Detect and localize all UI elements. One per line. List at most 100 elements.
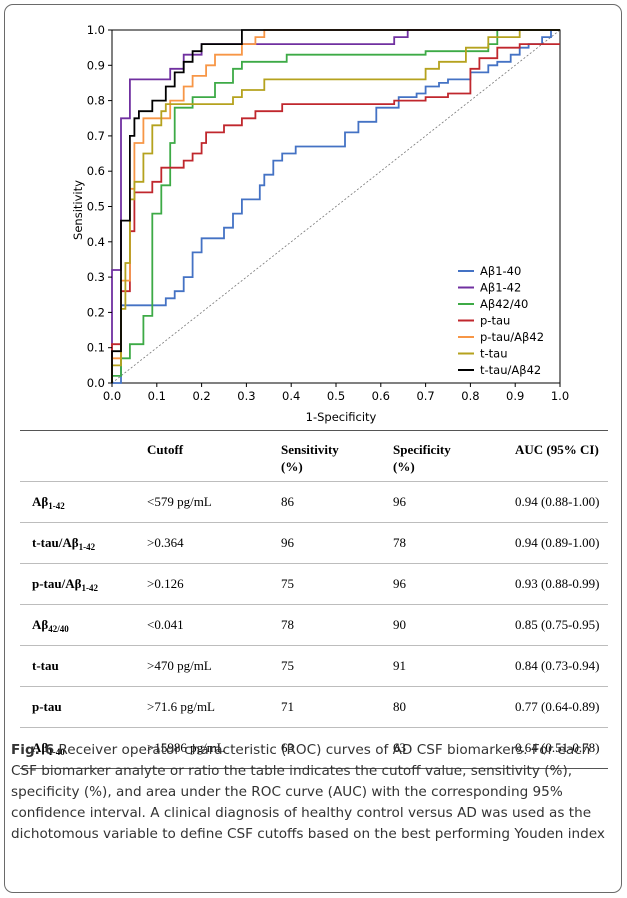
x-axis-label: 1-Specificity	[306, 410, 377, 424]
y-tick-label: 0.3	[87, 270, 105, 284]
cell-cutoff: >470 pg/mL	[147, 645, 281, 687]
table-row: p-tau >71.6 pg/mL 71 80 0.77 (0.64-0.89)	[20, 686, 608, 728]
legend-label-0: Aβ1-40	[480, 264, 521, 278]
legend-label-3: p-tau	[480, 314, 510, 328]
reference-diagonal	[111, 29, 561, 384]
biomarker-subscript: 1-40	[48, 746, 65, 757]
biomarker-subscript: 1-42	[78, 541, 96, 552]
cell-specificity: 78	[393, 522, 515, 564]
x-tick-label: 0.4	[282, 389, 300, 403]
cell-cutoff: >71.6 pg/mL	[147, 686, 281, 728]
cell-cutoff: >0.126	[147, 563, 281, 605]
cell-sensitivity: 71	[281, 686, 393, 728]
cell-auc: 0.93 (0.88-0.99)	[515, 563, 608, 605]
biomarker-label: Aβ	[32, 493, 49, 509]
cell-sensitivity: 78	[281, 604, 393, 646]
y-tick-label: 0.4	[87, 235, 105, 249]
biomarker-subscript: 42/40	[48, 623, 69, 634]
legend: Aβ1-40 Aβ1-42 Aβ42/40 p-tau p-tau/Aβ42 t-tau t…	[458, 264, 544, 377]
table-row: Aβ42/40 <0.041 78 90 0.85 (0.75-0.95)	[20, 604, 608, 646]
figure-frame	[4, 4, 622, 893]
x-tick-label: 0.1	[148, 389, 166, 403]
cell-specificity: 96	[393, 481, 515, 523]
biomarker-name: Aβ1-40	[20, 727, 147, 769]
biomarker-label: t-tau/Aβ	[32, 534, 79, 550]
header-line-1: Sensitivity	[281, 442, 339, 457]
x-tick-label: 1.0	[551, 389, 569, 403]
cell-specificity: 91	[393, 645, 515, 687]
header-line-2: (%)	[393, 459, 415, 474]
cell-sensitivity: 96	[281, 522, 393, 564]
cell-specificity: 63	[393, 727, 515, 769]
x-tick-label: 0.5	[327, 389, 345, 403]
caption-text: Receiver operator characteristic (ROC) c…	[11, 742, 605, 842]
series-line-6	[111, 29, 560, 383]
table-row: p-tau/Aβ1-42 >0.126 75 96 0.93 (0.88-0.99)	[20, 563, 608, 605]
cell-auc: 0.84 (0.73-0.94)	[515, 645, 608, 687]
biomarker-subscript: 1-42	[48, 500, 65, 511]
cell-cutoff: >15986 pg/mL	[147, 727, 281, 769]
cell-auc: 0.94 (0.89-1.00)	[515, 522, 608, 564]
column-header-2: Sensitivity (%)	[281, 431, 393, 482]
x-tick-label: 0.8	[461, 389, 479, 403]
cell-sensitivity: 86	[281, 481, 393, 523]
cell-cutoff: <0.041	[147, 604, 281, 646]
biomarker-name: t-tau	[20, 645, 147, 687]
y-tick-label: 0.7	[87, 129, 105, 143]
table-row: Aβ1-42 <579 pg/mL 86 96 0.94 (0.88-1.00)	[20, 481, 608, 523]
y-tick-label: 1.0	[87, 23, 105, 37]
biomarker-name: p-tau	[20, 686, 147, 728]
column-header-1: Cutoff	[147, 442, 184, 457]
y-tick-label: 0.1	[87, 341, 105, 355]
biomarker-label: Aβ	[32, 739, 49, 755]
plot-area	[111, 29, 561, 384]
header-line-2: (%)	[281, 459, 303, 474]
x-tick-label: 0.6	[372, 389, 390, 403]
x-tick-label: 0.0	[103, 389, 121, 403]
x-tick-label: 0.9	[506, 389, 524, 403]
legend-label-2: Aβ42/40	[480, 297, 528, 311]
series-line-0	[112, 29, 560, 384]
roc-chart: 0.0 0.1 0.2 0.3 0.4 0.5 0.6 0.7 0.8 0.9 1.0 0.0 0.1 0…	[71, 23, 569, 424]
series-line-2	[111, 29, 560, 383]
cell-auc: 0.94 (0.88-1.00)	[515, 481, 608, 523]
cell-sensitivity: 75	[281, 645, 393, 687]
y-tick-label: 0.9	[87, 58, 105, 72]
legend-label-4: p-tau/Aβ42	[480, 330, 544, 344]
series-line-5	[111, 29, 560, 383]
table-body: Aβ1-42 <579 pg/mL 86 96 0.94 (0.88-1.00) t-ta…	[20, 481, 608, 769]
x-tick-label: 0.2	[192, 389, 210, 403]
y-tick-label: 0.8	[87, 94, 105, 108]
y-tick-label: 0.6	[87, 164, 105, 178]
column-header-3: Specificity (%)	[393, 431, 515, 482]
table-header-row: Cutoff Sensitivity (%) Specificity (%) AUC (9…	[20, 430, 608, 482]
x-tick-label: 0.3	[237, 389, 255, 403]
column-header-0	[20, 431, 147, 482]
biomarker-label: t-tau	[32, 658, 59, 673]
x-tick-label: 0.7	[416, 389, 434, 403]
table-row: t-tau/Aβ1-42 >0.364 96 78 0.94 (0.89-1.00)	[20, 522, 608, 564]
column-header-4: AUC (95% CI)	[515, 442, 599, 457]
legend-label-5: t-tau	[480, 347, 508, 361]
cell-auc: 0.77 (0.64-0.89)	[515, 686, 608, 728]
biomarker-name: Aβ1-42	[20, 481, 147, 523]
table-row: Aβ1-40 >15986 pg/mL 63 63 0.64 (0.51-0.78)	[20, 727, 608, 769]
figure-caption: Fig. 6 Receiver operator characteristic …	[11, 740, 611, 845]
y-axis-label: Sensitivity	[71, 180, 85, 240]
biomarker-label: p-tau	[32, 699, 62, 714]
figure-label: Fig. 6	[11, 742, 55, 758]
cell-cutoff: <579 pg/mL	[147, 481, 281, 523]
biomarker-label: Aβ	[32, 616, 49, 632]
cell-specificity: 80	[393, 686, 515, 728]
cell-specificity: 96	[393, 563, 515, 605]
legend-label-1: Aβ1-42	[480, 281, 521, 295]
axis-ticks: 0.0 0.1 0.2 0.3 0.4 0.5 0.6 0.7 0.8 0.9 1.0 0.0 0.1 0…	[87, 23, 569, 403]
biomarker-name: Aβ42/40	[20, 604, 147, 646]
biomarker-name: p-tau/Aβ1-42	[20, 563, 147, 605]
y-tick-label: 0.2	[87, 305, 105, 319]
cell-auc: 0.64 (0.51-0.78)	[515, 727, 608, 769]
biomarker-label: p-tau/Aβ	[32, 575, 82, 591]
y-tick-label: 0.0	[87, 376, 105, 390]
table-row: t-tau >470 pg/mL 75 91 0.84 (0.73-0.94)	[20, 645, 608, 687]
cell-sensitivity: 63	[281, 727, 393, 769]
